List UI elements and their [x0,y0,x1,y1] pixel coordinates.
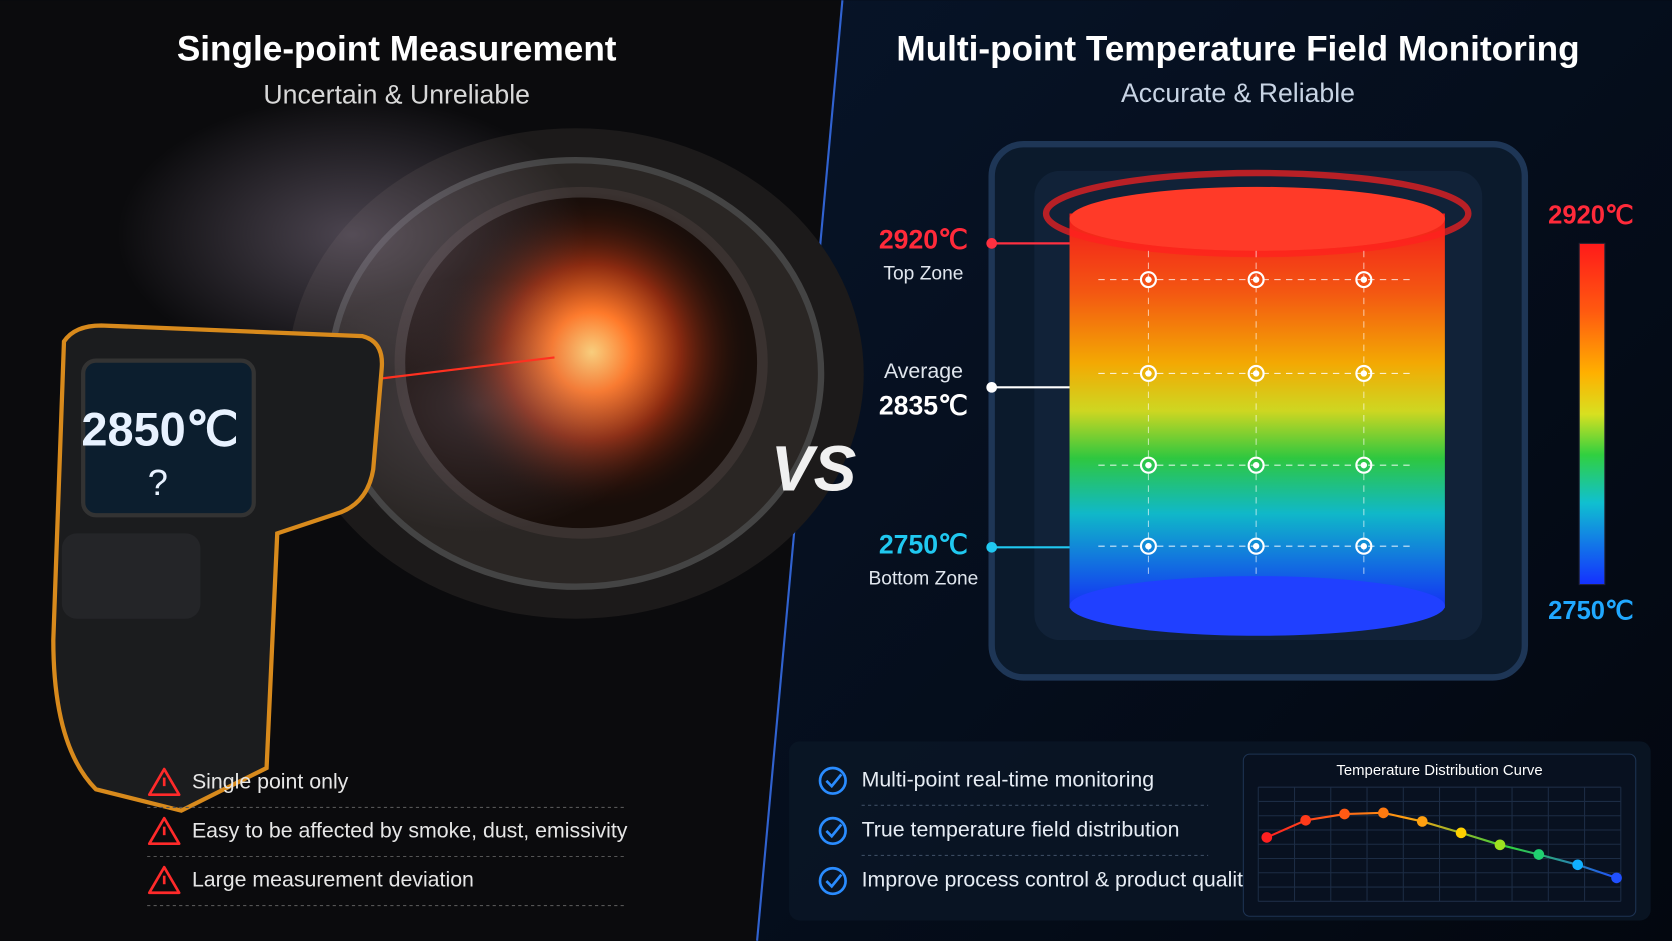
curve-point [1572,859,1584,871]
top-zone-label: Top Zone [883,263,963,284]
check-icon [818,866,847,896]
sensor [1355,271,1373,289]
furnace [117,96,864,619]
sensor-core [1360,276,1368,283]
warning-icon [147,767,181,796]
issue-text: Easy to be affected by smoke, dust, emis… [192,819,628,843]
curve-point [1339,808,1350,820]
scale-max: 2920℃ [1548,201,1634,229]
sensor-grid [1098,250,1414,577]
right-title: Multi-point Temperature Field Monitoring [896,30,1579,69]
bottom-zone-label: Bottom Zone [869,568,979,589]
sensor-core [1360,370,1368,377]
top-zone-dot [986,238,998,249]
sensor [1139,456,1157,474]
sensor [1247,456,1265,474]
benefit-text: Multi-point real-time monitoring [862,767,1155,791]
sensor [1355,537,1373,555]
sensor-core [1145,370,1152,377]
benefit-list: Multi-point real-time monitoring True tem… [818,766,1254,896]
curve-point [1455,827,1467,839]
left-title: Single-point Measurement [177,30,617,69]
check-mark [825,773,843,789]
device-reading: 2850℃ [81,404,238,456]
benefit-text: True temperature field distribution [862,818,1180,842]
curve-title: Temperature Distribution Curve [1336,762,1542,779]
curve-point [1261,832,1273,843]
left-subtitle: Uncertain & Unreliable [263,79,530,109]
sensor [1247,364,1265,382]
sensor [1247,271,1265,289]
scale-min: 2750℃ [1548,597,1634,625]
average-label: Average [884,359,963,383]
crucible [988,141,1529,681]
check-mark [825,823,843,839]
issue-text: Single point only [192,770,349,794]
average-value: 2835℃ [879,391,968,421]
sensor-core [1252,370,1260,377]
warning-icon [147,816,181,846]
curve-point [1611,872,1622,884]
warning-icon [147,865,181,895]
check-icon [818,766,847,795]
sensor [1355,456,1373,474]
curve-point [1533,849,1545,860]
vs-label: VS [771,433,857,505]
sensor-core [1360,461,1368,469]
issue-list: Single point only Easy to be affected by … [147,767,628,907]
sensor [1139,537,1157,555]
sensor [1139,364,1157,382]
sensor [1247,537,1265,555]
top-zone-value: 2920℃ [879,224,968,254]
sensor-core [1145,276,1152,283]
laser [378,356,555,380]
sensor-core [1145,461,1152,469]
curve-line [1266,811,1617,879]
curve-point [1494,839,1506,851]
sensor-core [1252,543,1260,550]
bottom-zone-value: 2750℃ [879,529,968,559]
sensor [1139,271,1157,289]
sensor-core [1145,543,1152,550]
curve-chart [1257,786,1622,902]
sensor-core [1252,276,1260,283]
sensor [1355,364,1373,382]
check-mark [825,873,843,889]
sensor-core [1360,543,1368,550]
curve-point [1378,807,1389,819]
curve-point [1416,816,1428,827]
benefit-text: Improve process control & product qualit… [862,868,1254,892]
check-icon [818,816,847,846]
right-subtitle: Accurate & Reliable [1121,78,1355,108]
color-scale [1578,242,1606,586]
bottom-zone-dot [986,541,998,553]
issue-text: Large measurement deviation [192,868,474,892]
sensor-core [1252,461,1260,469]
thermometer: 2850℃ ? [51,323,385,813]
curve-point [1300,814,1311,826]
average-dot [986,381,998,393]
device-question: ? [148,462,168,503]
